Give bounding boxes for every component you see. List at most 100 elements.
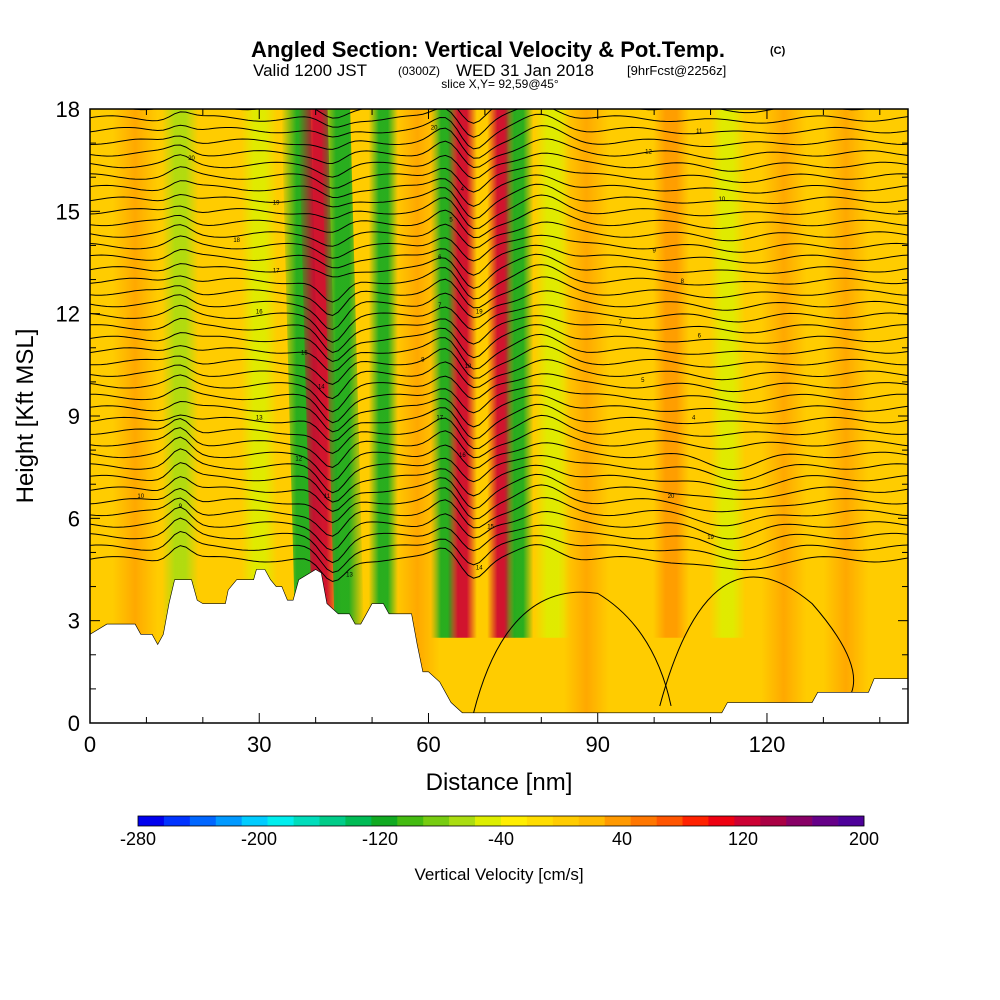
isentrope-label: 19 (707, 535, 714, 541)
isentrope-label: 10 (718, 197, 725, 203)
isentrope-line (90, 276, 908, 317)
velocity-patch (112, 109, 158, 723)
velocity-patch (823, 109, 869, 723)
colorbar-swatch (786, 816, 813, 826)
colorbar-tick-label: -200 (241, 829, 277, 849)
subtitle-forecast: [9hrFcst@2256z] (627, 63, 726, 78)
y-tick-label: 12 (56, 302, 80, 327)
isentrope-label: 6 (698, 334, 702, 340)
isentrope-line (90, 264, 908, 303)
isentrope-label: 12 (645, 149, 652, 155)
colorbar-swatch (241, 816, 268, 826)
isentrope-label: 15 (487, 525, 494, 531)
colorbar-tick-label: 40 (612, 829, 632, 849)
isentrope-label: 7 (619, 320, 623, 326)
isentrope-label: 5 (641, 378, 645, 384)
isentrope-label: 10 (137, 494, 144, 500)
isentrope-line (90, 517, 908, 564)
isentrope-label: 13 (256, 415, 263, 421)
isentrope-line (90, 394, 908, 433)
isentrope-label: 20 (431, 125, 438, 131)
isentrope-line (90, 414, 908, 454)
colorbar-swatch (371, 816, 398, 826)
colorbar-swatch (475, 816, 502, 826)
isentrope-line (90, 253, 908, 289)
velocity-band (534, 109, 571, 638)
velocity-band (709, 109, 746, 638)
isentrope-label: 17 (436, 415, 443, 421)
isentrope-line (90, 484, 908, 524)
y-tick-label: 3 (68, 609, 80, 634)
colorbar-label: Vertical Velocity [cm/s] (414, 865, 583, 884)
isentrope-label: 14 (476, 566, 483, 572)
y-axis-label: Height [Kft MSL] (12, 329, 39, 504)
isentrope-line (90, 530, 908, 574)
colorbar-swatch (760, 816, 787, 826)
plot-area: 20 19 18 17 16 15 14 13 12 11 10 9 8 7 6 5 4 20 19 18 17 16 15… (90, 109, 908, 723)
isentrope-label: 18 (465, 364, 472, 370)
isentrope-line (90, 221, 908, 249)
isentrope-line (90, 164, 908, 193)
isentrope-label: 6 (438, 255, 442, 261)
isentrope-labels: 20 19 18 17 16 15 14 13 12 11 10 9 8 7 6 5 4 20 19 18 17 16 15… (137, 125, 725, 578)
isentrope-line (659, 576, 855, 707)
velocity-band (368, 109, 399, 638)
isentrope-label: 9 (652, 248, 656, 254)
colorbar-swatch (449, 816, 476, 826)
isentrope-label: 9 (179, 504, 183, 510)
isentrope-label: 12 (295, 456, 302, 462)
isentrope-line (90, 497, 908, 537)
isentrope-line (90, 506, 908, 551)
isentrope-line (90, 448, 908, 494)
colorbar-tick-label: 120 (728, 829, 758, 849)
slice-label: slice X,Y= 92,59@45° (441, 77, 559, 91)
colorbar-swatch (812, 816, 839, 826)
isentrope-label: 18 (233, 238, 240, 244)
colorbar-swatch (656, 816, 683, 826)
y-tick-label: 18 (56, 97, 80, 122)
colorbar-swatch (345, 816, 372, 826)
colorbar-swatch (423, 816, 450, 826)
chart-subtitle: Valid 1200 JST (0300Z) WED 31 Jan 2018 [… (253, 61, 726, 80)
x-tick-label: 90 (585, 732, 609, 757)
isentrope-label: 20 (668, 494, 675, 500)
isentrope-line (90, 194, 908, 230)
isentrope-label: 7 (438, 303, 442, 309)
colorbar-swatch (526, 816, 554, 826)
isentrope-line (90, 244, 908, 276)
colorbar-swatch (215, 816, 243, 826)
isentrope-label: 20 (188, 156, 195, 162)
isentrope-line (90, 427, 908, 468)
colorbar-swatch (138, 816, 165, 826)
subtitle-date: WED 31 Jan 2018 (456, 61, 594, 80)
subtitle-zulu: (0300Z) (398, 64, 440, 78)
isentrope-label: 17 (273, 269, 280, 275)
isentrope-line (90, 207, 908, 239)
isentrope-line (90, 403, 908, 442)
terrain-mask (90, 569, 908, 723)
isentrope-line (90, 304, 908, 343)
isentrope-label: 16 (256, 310, 263, 316)
isentrope-label: 11 (696, 129, 703, 135)
velocity-patch (563, 109, 610, 723)
y-axis: 0 3 6 9 12 15 18 (56, 97, 908, 736)
y-tick-label: 0 (68, 711, 80, 736)
isentrope-line (90, 333, 908, 373)
subtitle-valid: Valid 1200 JST (253, 61, 367, 80)
isentrope-label: 15 (301, 351, 308, 357)
y-tick-label: 9 (68, 404, 80, 429)
isentrope-line (90, 345, 908, 385)
isentrope-line (90, 462, 908, 503)
velocity-band (447, 109, 477, 638)
velocity-patch (761, 109, 807, 723)
isentrope-label: 8 (681, 279, 685, 285)
isentrope-line (90, 315, 908, 354)
colorbar (137, 815, 865, 827)
isentrope-contours (90, 109, 908, 713)
colorbar-swatch (630, 816, 657, 826)
isentrope-label: 4 (461, 187, 465, 193)
isentrope-line (90, 138, 908, 169)
colorbar-swatch (604, 816, 631, 826)
isentrope-label: 8 (421, 357, 425, 363)
